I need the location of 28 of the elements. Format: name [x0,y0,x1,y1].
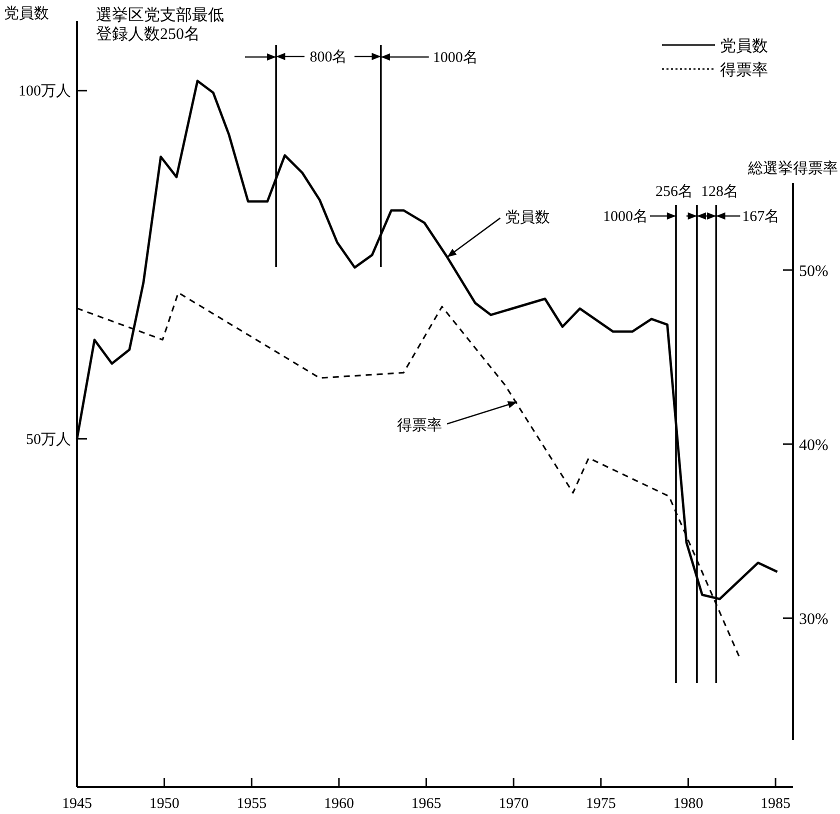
y2-tick-label: 40% [799,437,828,454]
x-tick-label: 1970 [498,796,529,812]
y2-tick-label: 50% [799,263,828,280]
annotation: 256名 [655,183,693,200]
annotation: 800名 [310,48,348,66]
legend-label: 党員数 [720,37,768,55]
annotation: 党員数 [505,209,550,226]
y-axis-title: 党員数 [4,5,49,22]
y2-axis-title: 総選挙得票率 [747,160,838,177]
annotation: 選挙区党支部最低 [96,6,224,24]
annotation: 1000名 [432,49,478,66]
x-tick-label: 1985 [760,796,791,812]
annotation: 登録人数250名 [96,26,200,43]
y2-tick-label: 30% [799,611,828,628]
x-tick-label: 1955 [236,796,267,812]
x-tick-label: 1945 [62,796,92,812]
annotation: 得票率 [397,416,442,434]
y-tick-label: 50万人 [26,432,71,448]
y-tick-label: 100万人 [18,84,71,100]
annotation: 1000名 [602,208,648,225]
annotation: 167名 [742,208,780,225]
x-tick-label: 1975 [586,796,616,812]
x-tick-label: 1960 [324,796,354,812]
x-tick-label: 1965 [411,796,442,812]
x-tick-label: 1980 [673,796,704,812]
x-tick-label: 1950 [149,796,180,812]
annotation: 128名 [700,183,738,200]
legend-label: 得票率 [720,61,768,79]
